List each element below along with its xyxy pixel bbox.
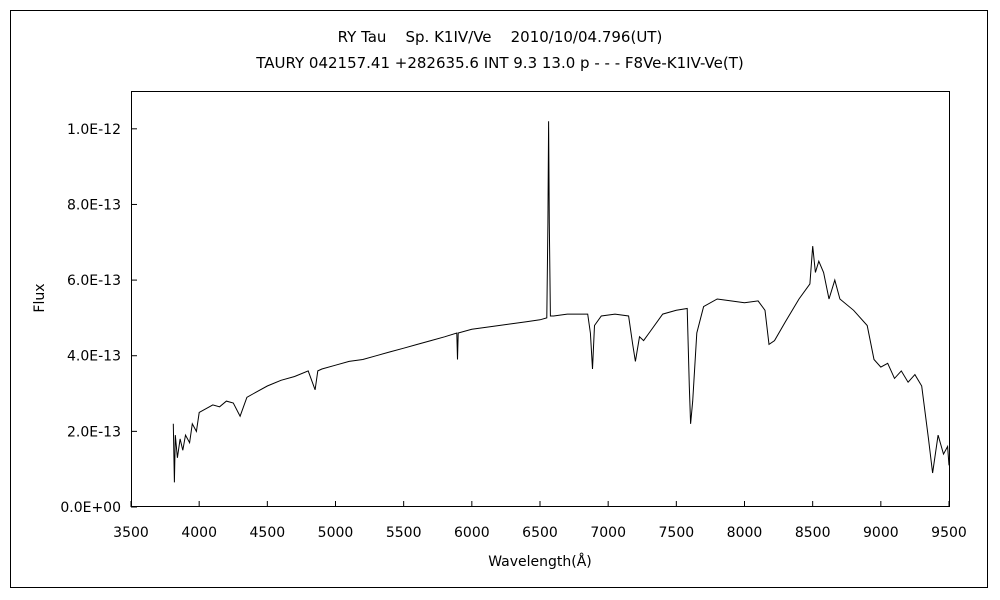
x-tick-label: 4000 bbox=[181, 525, 217, 541]
x-axis-label: Wavelength(Å) bbox=[488, 553, 592, 570]
x-tick-label: 7500 bbox=[659, 525, 695, 541]
x-tick-label: 5500 bbox=[386, 525, 422, 541]
x-tick-label: 6000 bbox=[454, 525, 490, 541]
y-tick-label: 0.0E+00 bbox=[60, 500, 121, 516]
y-tick-label: 2.0E-13 bbox=[67, 424, 121, 440]
y-axis-label: Flux bbox=[32, 283, 48, 312]
x-tick-label: 8500 bbox=[795, 525, 831, 541]
chart-title: RY Tau Sp. K1ⅠV/Ve 2010/10/04.796(UT) bbox=[338, 28, 663, 46]
x-tick-label: 6500 bbox=[522, 525, 558, 541]
plot-area bbox=[131, 91, 950, 507]
x-tick-label: 8000 bbox=[727, 525, 763, 541]
x-tick-label: 7000 bbox=[590, 525, 626, 541]
y-tick-label: 4.0E-13 bbox=[67, 349, 121, 365]
x-tick-label: 5000 bbox=[318, 525, 354, 541]
spectrum-series-line bbox=[172, 121, 950, 483]
chart-frame bbox=[10, 10, 988, 588]
x-tick-label: 3500 bbox=[113, 525, 149, 541]
x-tick-label: 4500 bbox=[250, 525, 286, 541]
y-tick-label: 1.0E-12 bbox=[67, 122, 121, 138]
chart-subtitle: TAURY 042157.41 +282635.6 INT 9.3 13.0 p… bbox=[255, 54, 743, 72]
x-tick-label: 9000 bbox=[863, 525, 899, 541]
y-tick-label: 8.0E-13 bbox=[67, 197, 121, 213]
y-tick-label: 6.0E-13 bbox=[67, 273, 121, 289]
x-tick-label: 9500 bbox=[931, 525, 967, 541]
